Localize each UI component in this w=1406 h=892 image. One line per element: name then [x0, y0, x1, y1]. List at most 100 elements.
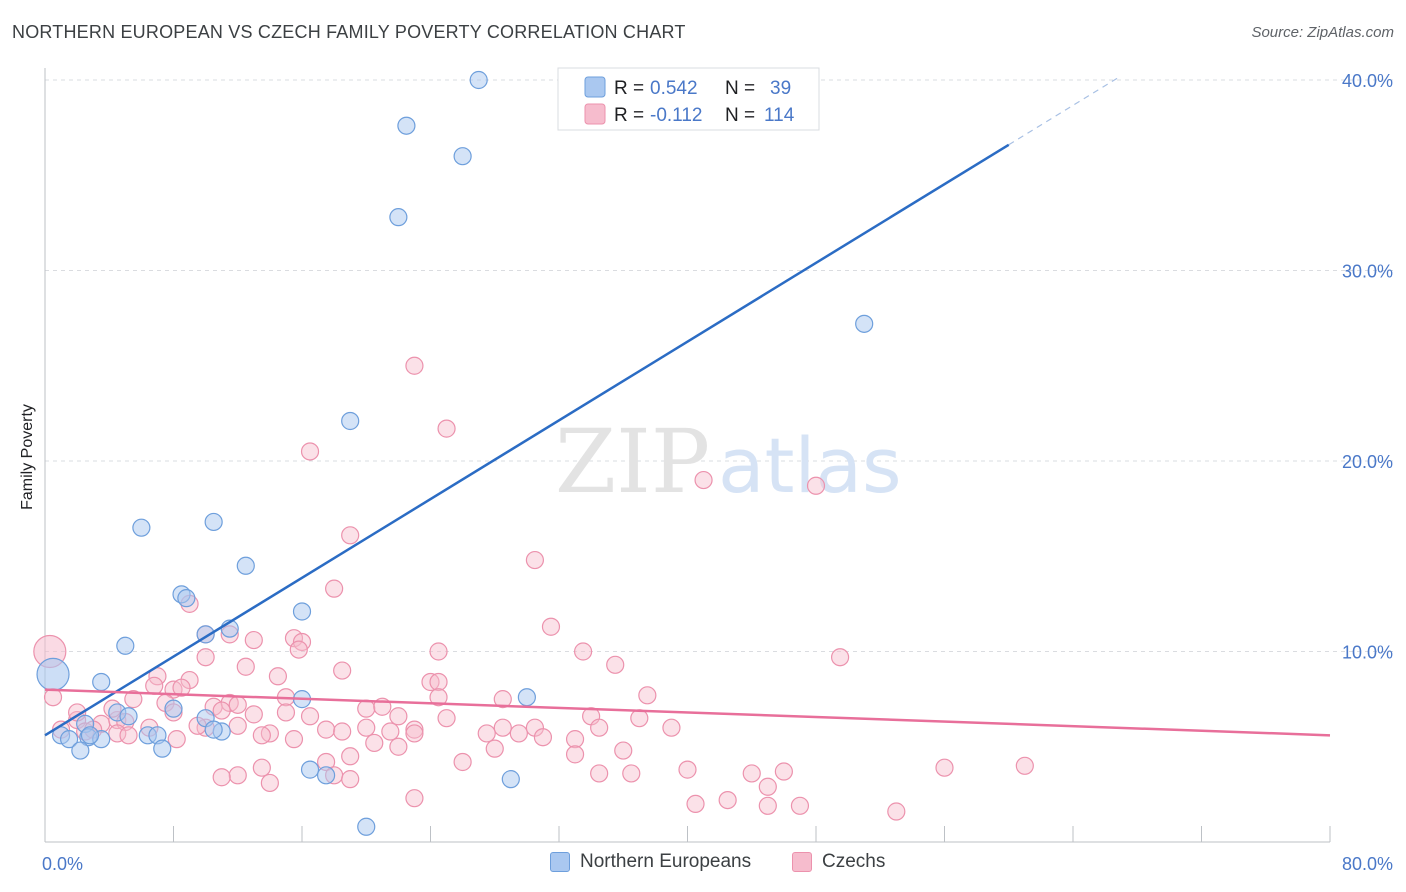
legend-item-northern-europeans[interactable]: Northern Europeans	[550, 851, 751, 873]
northern-europeans-point	[501, 770, 520, 789]
czechs-point	[405, 720, 424, 739]
czechs-point	[284, 730, 304, 749]
northern-europeans-point	[204, 720, 223, 739]
czechs-point	[389, 707, 408, 726]
czechs-point	[236, 657, 255, 676]
czechs-point	[573, 642, 593, 661]
czechs-point	[228, 695, 247, 714]
czechs-point	[389, 737, 408, 756]
czechs-point	[662, 718, 681, 737]
czechs-point	[268, 667, 288, 686]
czechs-point	[300, 442, 320, 461]
northern-europeans-point	[153, 739, 172, 758]
czechs-point	[172, 678, 191, 697]
czechs-point	[212, 701, 231, 720]
northern-europeans-point	[316, 766, 336, 785]
northern-europeans-point	[300, 760, 320, 779]
czechs-point	[341, 747, 360, 766]
legend-swatch-czechs	[792, 852, 812, 872]
czechs-point	[244, 705, 263, 724]
northern-europeans-point	[164, 699, 183, 718]
northern-europeans-point	[116, 636, 135, 655]
y-tick-label-30: 30.0%	[1342, 262, 1393, 282]
czechs-point	[244, 630, 263, 650]
czechs-point	[145, 676, 164, 695]
czechs-point	[341, 770, 360, 789]
czechs-point	[830, 648, 850, 667]
northern-europeans-point	[71, 741, 90, 760]
czechs-point	[493, 718, 512, 737]
czechs-point	[405, 724, 424, 743]
czechs-point	[429, 688, 448, 707]
czechs-point	[935, 758, 954, 777]
northern-europeans-point	[453, 147, 472, 166]
legend-swatch-northern-europeans	[550, 852, 570, 872]
legend-r-value-2: -0.112	[650, 105, 702, 126]
czechs-point	[289, 640, 308, 659]
czechs-point	[228, 766, 247, 785]
czechs-point	[357, 718, 376, 737]
czechs-point	[774, 762, 793, 781]
czechs-point	[119, 726, 138, 745]
x-tick-labels: 0.0% 80.0%	[42, 854, 1393, 874]
northern-europeans-point	[119, 707, 138, 726]
chart-title: NORTHERN EUROPEAN VS CZECH FAMILY POVERT…	[12, 22, 686, 42]
czechs-point	[541, 617, 561, 636]
northern-europeans-point	[292, 602, 312, 621]
czechs-point	[790, 796, 810, 815]
czechs-point	[196, 648, 215, 667]
czechs-point	[630, 709, 649, 728]
stats-legend: R = 0.542 N = 39 R = -0.112 N = 114	[557, 67, 820, 131]
czechs-point	[525, 550, 545, 570]
czechs-point	[477, 724, 496, 743]
watermark: ZIP atlas	[555, 410, 902, 513]
czechs-point	[758, 777, 777, 796]
northern-europeans-trend-extension	[1008, 75, 1122, 146]
czechs-point	[437, 419, 456, 438]
czechs-point	[565, 745, 585, 764]
legend-n-label-1: N =	[725, 78, 755, 99]
czechs-point	[212, 768, 231, 787]
czechs-point	[405, 789, 424, 808]
legend-item-czechs[interactable]: Czechs	[792, 851, 885, 873]
northern-europeans-point	[469, 70, 488, 90]
northern-europeans-point	[177, 589, 196, 608]
czechs-point	[453, 752, 472, 772]
legend-swatch-pink	[584, 103, 606, 125]
czechs-point	[333, 661, 352, 680]
northern-europeans-point	[236, 556, 255, 575]
northern-europeans-point	[92, 672, 111, 692]
czechs-point	[252, 758, 271, 777]
czechs-point	[357, 699, 376, 718]
northern-europeans-point	[517, 688, 536, 707]
czechs-point	[718, 790, 737, 810]
legend-r-value-1: 0.542	[650, 78, 698, 99]
czechs-point	[1015, 756, 1034, 775]
legend-label-czechs: Czechs	[822, 851, 886, 872]
czechs-point	[638, 686, 657, 705]
legend-label-northern-europeans: Northern Europeans	[580, 851, 752, 872]
czechs-point	[405, 356, 424, 375]
czechs-point	[686, 794, 705, 814]
czechs-point	[622, 764, 641, 783]
czechs-point	[758, 796, 777, 815]
legend-r-label-2: R =	[614, 105, 644, 126]
y-tick-label-40: 40.0%	[1342, 71, 1393, 91]
y-tick-label-10: 10.0%	[1342, 643, 1393, 663]
source-label: Source: ZipAtlas.com	[1251, 24, 1394, 41]
czechs-point	[806, 476, 826, 495]
czechs-point	[429, 642, 448, 661]
czechs-point	[381, 722, 400, 741]
legend-swatch-blue	[584, 76, 606, 98]
northern-europeans-point	[80, 726, 100, 745]
legend-n-label-2: N =	[725, 105, 755, 126]
czechs-point	[485, 739, 504, 758]
czechs-point	[590, 718, 609, 737]
czechs-point	[606, 655, 625, 674]
axes	[44, 68, 1331, 843]
legend-r-label-1: R =	[614, 78, 644, 99]
czechs-point	[565, 730, 585, 749]
northern-europeans-point	[204, 512, 223, 532]
northern-europeans-point	[36, 657, 70, 691]
